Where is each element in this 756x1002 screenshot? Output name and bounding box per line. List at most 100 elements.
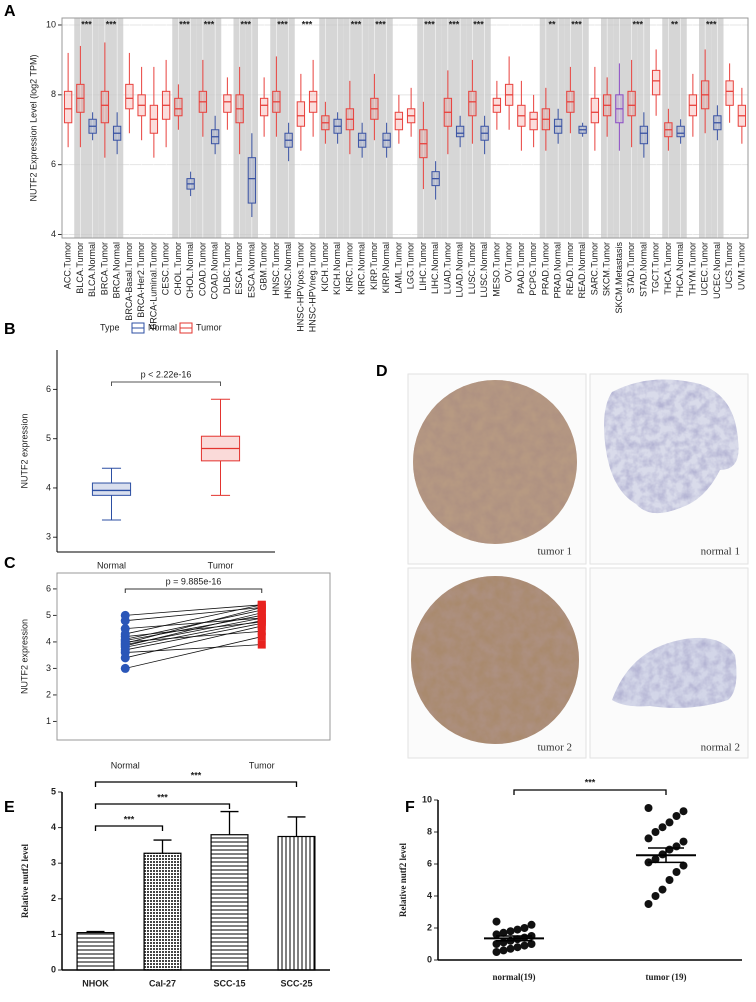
x-tick-label: BLCA.Normal (87, 242, 97, 297)
box (125, 83, 134, 110)
x-tick-label: CHOL.Normal (185, 242, 195, 299)
x-tick-label: BRCA-Her2.Tumor (136, 242, 146, 318)
tissue-texture (411, 576, 579, 744)
legend-label: Normal (148, 322, 177, 332)
point (672, 812, 681, 820)
x-tick-label: HNSC-HPVpos.Tumor (295, 242, 305, 332)
x-tick-label: BRCA-Luminal.Tumor (148, 242, 158, 330)
point (665, 876, 674, 884)
panel-label: C (4, 555, 16, 572)
y-tick-label: 2 (51, 893, 56, 903)
y-tick-label: 5 (46, 610, 51, 620)
box (63, 90, 73, 124)
pair-line (125, 620, 262, 648)
bracket (124, 588, 263, 593)
point (651, 892, 660, 900)
x-tick-label: KICH.Tumor (320, 242, 330, 292)
box (174, 97, 183, 117)
normal-point (120, 663, 130, 673)
tumor-point (257, 600, 266, 609)
significance: *** (571, 19, 582, 29)
box (627, 90, 636, 117)
significance: *** (585, 777, 596, 787)
point (658, 885, 667, 894)
normal-point (120, 610, 130, 620)
annotation: p < 2.22e-16 (141, 369, 192, 379)
x-tick-label: MESO.Tumor (491, 242, 501, 297)
x-tick-label: normal(19) (493, 972, 536, 982)
x-tick-label: LUAD.Normal (455, 242, 465, 298)
plot-frame (61, 17, 749, 239)
x-tick-label: KIRC.Normal (357, 242, 367, 295)
x-tick-label: Tumor (208, 560, 234, 570)
x-tick-label: CHOL.Tumor (173, 242, 183, 295)
significance: *** (204, 19, 215, 29)
y-tick-label: 3 (46, 532, 51, 542)
point (499, 946, 508, 955)
box (590, 97, 600, 124)
box (468, 90, 477, 117)
x-tick-label: Normal (97, 560, 126, 570)
point (499, 928, 508, 937)
point (492, 948, 501, 956)
panel-label: F (405, 799, 415, 816)
x-tick-label: Normal (111, 760, 140, 770)
pair-line (125, 604, 262, 616)
pair-line (125, 630, 262, 643)
y-axis-label: Relative nutf2 level (398, 843, 408, 917)
y-axis-label: NUTF2 expression (19, 413, 29, 488)
y-tick-label: 5 (51, 786, 56, 796)
pair-line (125, 617, 262, 630)
annotation: p = 9.885e-16 (166, 576, 222, 586)
x-tick-label: PRAD.Normal (553, 242, 563, 299)
significance: *** (106, 19, 117, 29)
pair-line (125, 607, 262, 644)
x-tick-label: GBM.Tumor (259, 242, 269, 291)
x-tick-label: LUSC.Tumor (467, 242, 477, 294)
point (520, 941, 529, 950)
y-tick-label: 2 (427, 922, 432, 932)
x-tick-label: STAD.Tumor (626, 242, 636, 294)
point (658, 823, 667, 832)
point (520, 924, 529, 932)
y-tick-label: 2 (46, 689, 51, 699)
x-tick-label: COAD.Normal (210, 242, 220, 300)
point (513, 943, 522, 952)
x-tick-label: UVM.Tumor (736, 242, 746, 290)
significance: *** (424, 19, 435, 29)
bar (210, 834, 249, 971)
significance: *** (706, 19, 717, 29)
y-axis-label: Relative nutf2 level (20, 844, 30, 918)
significance: *** (179, 19, 190, 29)
x-tick-label: LGG.Tumor (406, 242, 416, 289)
x-tick-label: SCC-25 (280, 978, 312, 988)
pair-line (125, 636, 262, 669)
significance: *** (351, 19, 362, 29)
significance: *** (240, 19, 251, 29)
significance: ** (548, 19, 556, 29)
x-tick-label: DLBC.Tumor (222, 242, 232, 294)
significance: *** (302, 19, 313, 29)
x-tick-label: SARC.Tumor (589, 242, 599, 295)
significance: *** (277, 19, 288, 29)
image-label: normal 2 (701, 742, 740, 754)
x-tick-label: KIRP.Tumor (369, 242, 379, 290)
normal-point (120, 624, 130, 634)
panel-label: A (4, 3, 16, 20)
box (247, 157, 257, 204)
significance: *** (473, 19, 484, 29)
significance: *** (124, 814, 135, 824)
tissue-texture (612, 637, 737, 708)
legend-title: Type (100, 322, 120, 332)
point (679, 861, 688, 870)
significance: *** (81, 19, 92, 29)
plot-frame (56, 572, 331, 741)
point (492, 917, 501, 926)
box (296, 101, 306, 127)
y-tick-label: 0 (427, 954, 432, 964)
x-tick-label: SCC-15 (213, 978, 245, 988)
point (506, 927, 515, 936)
y-axis-label: NUTF2 expression (19, 619, 29, 694)
x-tick-label: BLCA.Tumor (75, 242, 85, 294)
